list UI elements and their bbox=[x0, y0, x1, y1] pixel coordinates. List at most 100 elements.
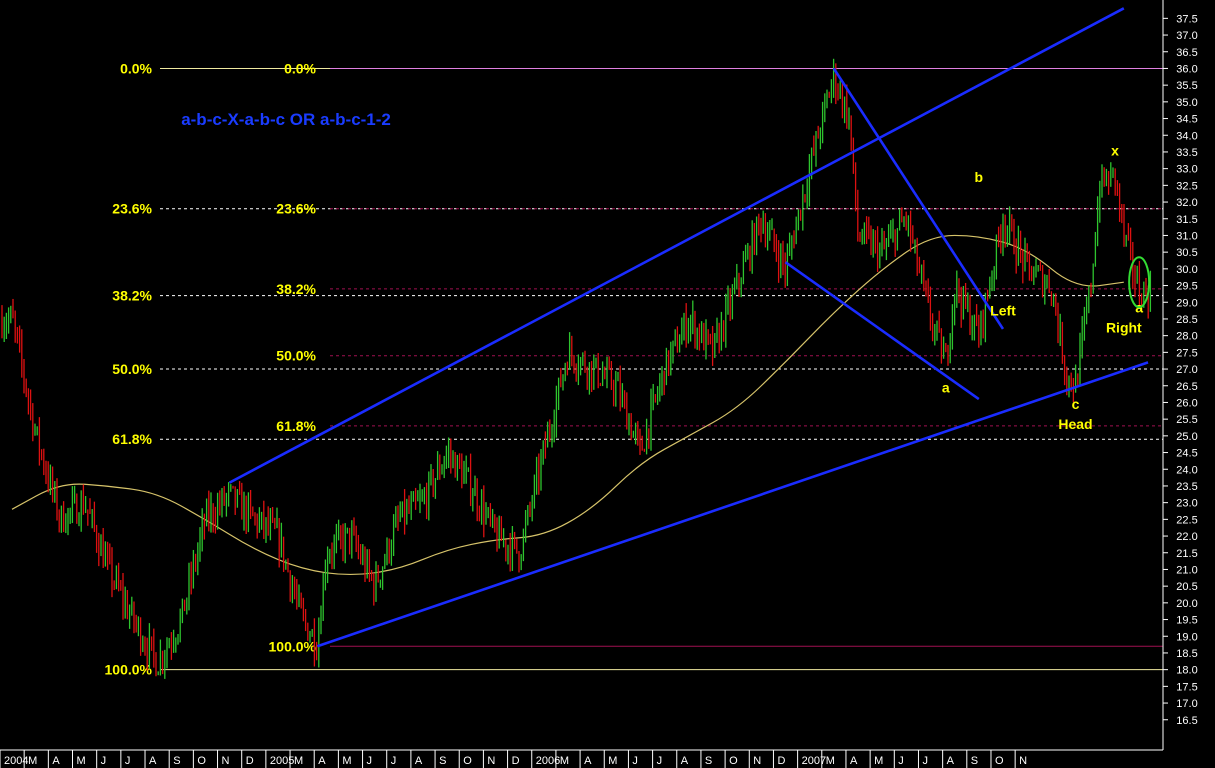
y-tick-label: 36.5 bbox=[1176, 47, 1197, 59]
y-tick-label: 37.5 bbox=[1176, 13, 1197, 25]
x-tick-label: S bbox=[439, 755, 446, 767]
fib-left-label: 23.6% bbox=[112, 201, 152, 217]
x-tick-label: A bbox=[947, 755, 955, 767]
y-tick-label: 34.0 bbox=[1176, 130, 1197, 142]
x-tick-label: D bbox=[777, 755, 785, 767]
x-tick-label: A bbox=[850, 755, 858, 767]
x-tick-label: M bbox=[342, 755, 351, 767]
highlight-ellipse bbox=[1128, 256, 1151, 309]
x-tick-label: J bbox=[657, 755, 663, 767]
x-tick-label: J bbox=[922, 755, 928, 767]
x-tick-label: S bbox=[705, 755, 712, 767]
y-tick-label: 18.5 bbox=[1176, 648, 1197, 660]
fib-left-label: 38.2% bbox=[112, 288, 152, 304]
trendline bbox=[316, 361, 1149, 648]
y-tick-label: 27.0 bbox=[1176, 364, 1197, 376]
fib-right-label: 100.0% bbox=[269, 638, 317, 654]
y-tick-label: 25.0 bbox=[1176, 431, 1197, 443]
x-tick-label: A bbox=[584, 755, 592, 767]
y-tick-label: 29.5 bbox=[1176, 281, 1197, 293]
y-tick-label: 20.0 bbox=[1176, 598, 1197, 610]
fibonacci-levels: 0.0% 23.6% 38.2% 50.0% 61.8% 100.0% 0.0% 23.6% 3… bbox=[105, 60, 1163, 678]
y-tick-label: 20.5 bbox=[1176, 581, 1197, 593]
x-tick-label: D bbox=[512, 755, 520, 767]
annotation-label: Head bbox=[1058, 416, 1092, 432]
annotation-label: Left bbox=[990, 303, 1016, 319]
y-tick-label: 23.0 bbox=[1176, 498, 1197, 510]
x-axis: 2004 M A M J J A S O N D 2005 M A M J J A S O N D 2006 M A M J J A S O… bbox=[0, 749, 1163, 768]
x-tick-label: M bbox=[294, 755, 303, 767]
annotation-label: c bbox=[1072, 396, 1080, 412]
annotation-label: x bbox=[1111, 142, 1119, 158]
x-tick-label: J bbox=[632, 755, 638, 767]
x-tick-label: A bbox=[318, 755, 326, 767]
fib-left-label: 100.0% bbox=[105, 662, 153, 678]
fib-left-label: 61.8% bbox=[112, 431, 152, 447]
y-tick-label: 18.0 bbox=[1176, 665, 1197, 677]
y-tick-label: 28.5 bbox=[1176, 314, 1197, 326]
x-tick-label: M bbox=[826, 755, 835, 767]
moving-average-line bbox=[11, 234, 1124, 576]
y-tick-label: 22.0 bbox=[1176, 531, 1197, 543]
x-tick-label: O bbox=[463, 755, 472, 767]
y-tick-label: 31.5 bbox=[1176, 214, 1197, 226]
y-tick-label: 34.5 bbox=[1176, 114, 1197, 126]
x-tick-label: S bbox=[971, 755, 978, 767]
trendline bbox=[784, 261, 980, 401]
y-tick-label: 19.5 bbox=[1176, 615, 1197, 627]
y-tick-label: 21.0 bbox=[1176, 564, 1197, 576]
x-tick-label: O bbox=[995, 755, 1004, 767]
annotation-label: a bbox=[942, 379, 950, 395]
x-tick-label: A bbox=[52, 755, 60, 767]
fib-right-label: 23.6% bbox=[276, 201, 316, 217]
y-tick-label: 33.5 bbox=[1176, 147, 1197, 159]
y-tick-label: 23.5 bbox=[1176, 481, 1197, 493]
y-tick-label: 35.5 bbox=[1176, 80, 1197, 92]
y-tick-label: 24.0 bbox=[1176, 464, 1197, 476]
y-tick-label: 25.5 bbox=[1176, 414, 1197, 426]
x-tick-label: J bbox=[898, 755, 904, 767]
y-tick-label: 24.5 bbox=[1176, 448, 1197, 460]
x-tick-label: M bbox=[28, 755, 37, 767]
x-tick-label: 2007 bbox=[802, 755, 826, 767]
x-tick-label: J bbox=[101, 755, 107, 767]
x-tick-label: J bbox=[367, 755, 373, 767]
y-tick-label: 17.0 bbox=[1176, 698, 1197, 710]
x-tick-label: A bbox=[681, 755, 689, 767]
y-tick-label: 16.5 bbox=[1176, 715, 1197, 727]
fib-right-label: 50.0% bbox=[276, 348, 316, 364]
annotation-label: b bbox=[975, 169, 984, 185]
x-tick-label: M bbox=[874, 755, 883, 767]
annotation-label: a-b-c-X-a-b-c OR a-b-c-1-2 bbox=[181, 110, 391, 129]
y-tick-label: 36.0 bbox=[1176, 63, 1197, 75]
x-tick-label: M bbox=[77, 755, 86, 767]
x-tick-label: O bbox=[729, 755, 738, 767]
trendline bbox=[228, 7, 1125, 484]
moving-average bbox=[11, 234, 1124, 576]
y-tick-label: 27.5 bbox=[1176, 347, 1197, 359]
fib-right-label: 0.0% bbox=[284, 60, 316, 76]
annotations: a-b-c-X-a-b-c OR a-b-c-1-2baLeftcHeadxaR… bbox=[181, 110, 1151, 432]
y-tick-label: 37.0 bbox=[1176, 30, 1197, 42]
y-tick-label: 31.0 bbox=[1176, 230, 1197, 242]
fib-left-label: 0.0% bbox=[120, 60, 152, 76]
y-tick-label: 26.5 bbox=[1176, 381, 1197, 393]
x-tick-label: 2005 bbox=[270, 755, 294, 767]
x-tick-label: A bbox=[415, 755, 423, 767]
x-tick-label: M bbox=[608, 755, 617, 767]
x-tick-label: J bbox=[125, 755, 131, 767]
y-tick-label: 30.0 bbox=[1176, 264, 1197, 276]
x-tick-label: J bbox=[391, 755, 397, 767]
y-tick-label: 28.0 bbox=[1176, 331, 1197, 343]
y-tick-label: 32.5 bbox=[1176, 180, 1197, 192]
fib-right-label: 61.8% bbox=[276, 418, 316, 434]
y-tick-label: 29.0 bbox=[1176, 297, 1197, 309]
y-tick-label: 22.5 bbox=[1176, 514, 1197, 526]
fib-right-label: 38.2% bbox=[276, 281, 316, 297]
price-bars bbox=[1, 58, 1152, 679]
y-tick-label: 19.0 bbox=[1176, 631, 1197, 643]
x-tick-label: N bbox=[487, 755, 495, 767]
x-tick-label: 2006 bbox=[536, 755, 560, 767]
y-tick-label: 21.5 bbox=[1176, 548, 1197, 560]
x-tick-label: O bbox=[197, 755, 206, 767]
